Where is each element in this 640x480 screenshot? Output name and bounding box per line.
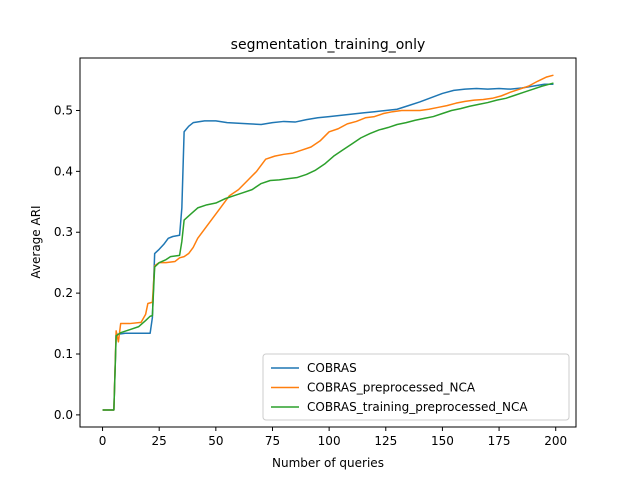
legend-entry-1: COBRAS_preprocessed_NCA	[307, 381, 476, 395]
y-tick-label: 0.5	[54, 103, 73, 117]
x-tick-label: 0	[99, 434, 107, 448]
legend-entry-2: COBRAS_training_preprocessed_NCA	[307, 400, 528, 414]
x-tick-label: 200	[544, 434, 567, 448]
y-tick-label: 0.3	[54, 225, 73, 239]
x-axis: 0 25 50 75 100 125 150 175 200	[99, 427, 567, 448]
legend: COBRAS COBRAS_preprocessed_NCA COBRAS_trai…	[262, 353, 570, 421]
x-tick-label: 50	[208, 434, 223, 448]
chart-title: segmentation_training_only	[231, 37, 426, 53]
legend-box	[262, 353, 570, 421]
plot-area	[102, 74, 554, 411]
series-line-2	[102, 82, 554, 411]
x-tick-label: 175	[488, 434, 511, 448]
legend-entry-0: COBRAS	[307, 361, 357, 375]
plot-frame	[79, 57, 577, 428]
y-tick-label: 0.0	[54, 408, 73, 422]
y-tick-label: 0.1	[54, 347, 73, 361]
y-tick-label: 0.4	[54, 164, 73, 178]
x-tick-label: 25	[152, 434, 167, 448]
x-tick-label: 100	[318, 434, 341, 448]
y-tick-label: 0.2	[54, 286, 73, 300]
x-axis-label: Number of queries	[272, 456, 384, 470]
x-tick-label: 125	[374, 434, 397, 448]
y-axis-label: Average ARI	[29, 205, 43, 278]
series-line-0	[102, 83, 554, 411]
x-tick-label: 75	[265, 434, 280, 448]
y-axis: 0.0 0.1 0.2 0.3 0.4 0.5	[54, 103, 80, 422]
x-tick-label: 150	[431, 434, 454, 448]
